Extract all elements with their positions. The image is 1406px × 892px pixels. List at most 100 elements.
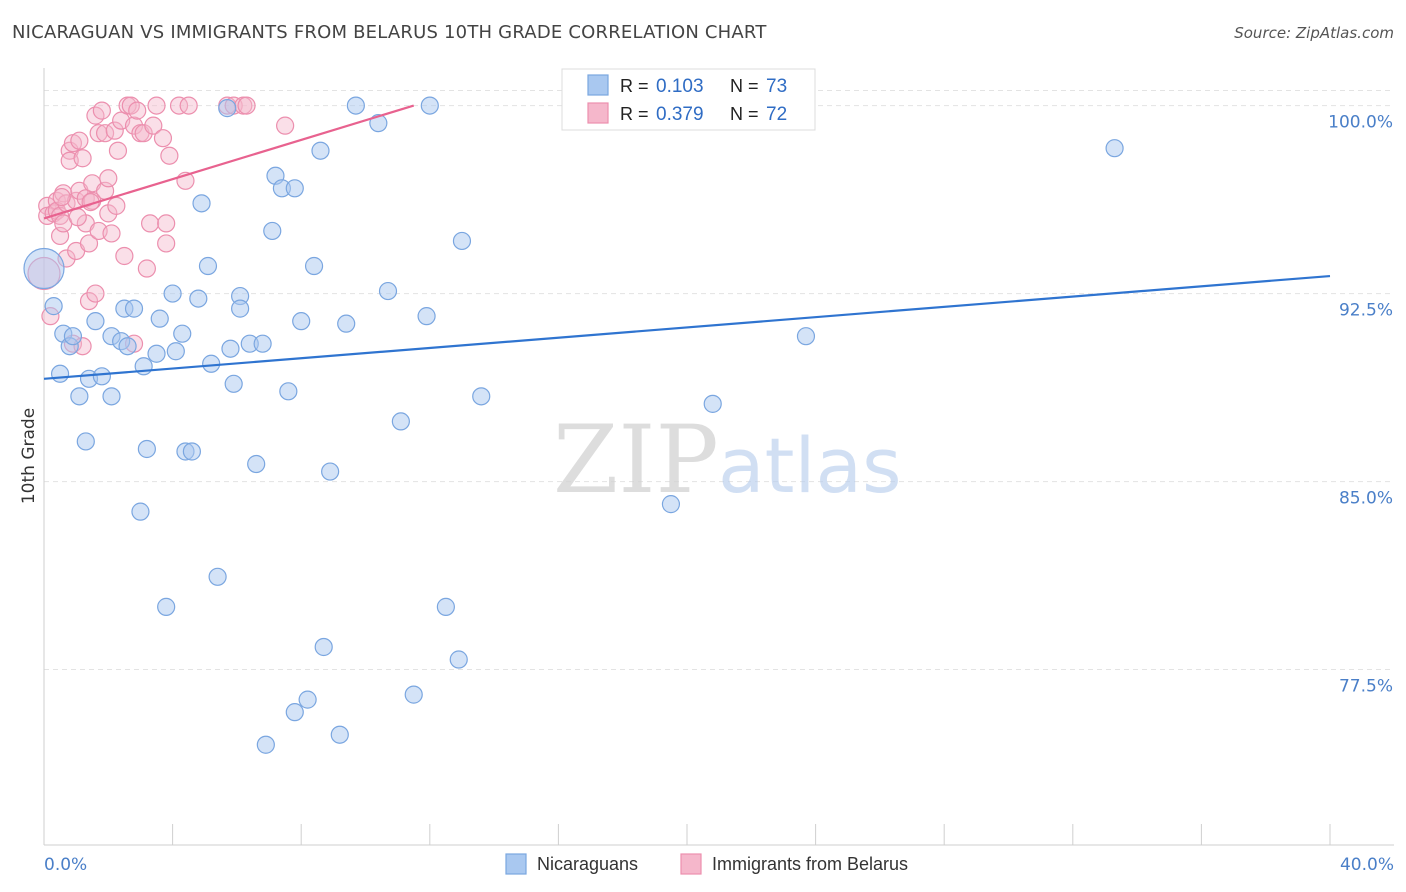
belarus-point [237,96,256,115]
nicaraguan-point [369,114,388,133]
belarus-point [115,246,134,266]
nicaraguan-point [1105,139,1124,158]
nicaraguan-point [391,412,410,431]
stats-r-value-1: 0.103 [656,76,704,97]
belarus-point [128,101,147,120]
stats-r-label-1: R = [620,76,649,96]
belarus-point [108,141,128,160]
nicaraguan-points [23,96,1124,754]
belarus-point [169,96,189,115]
nicaraguan-point [23,247,65,290]
nicaraguan-point [231,299,250,318]
belarus-point [107,196,126,215]
belarus-point [79,292,99,311]
nicaraguan-point [378,281,398,301]
x-tick-label-max: 40.0% [1340,855,1394,875]
belarus-point [276,116,295,135]
nicaraguan-point [147,344,166,363]
nicaraguan-point [253,334,272,353]
nicaraguan-point [263,221,282,241]
belarus-point [86,284,105,303]
nicaraguan-point [256,735,275,754]
nicaraguan-point [452,231,472,251]
nicaraguan-point [166,342,185,361]
nicaraguan-point [124,299,144,318]
belarus-point [70,131,89,150]
nicaraguan-point [202,354,221,373]
belarus-point [73,149,92,168]
watermark-atlas: atlas [718,421,902,510]
nicaraguan-point [314,637,333,657]
belarus-point [147,96,166,115]
belarus-point [102,224,121,243]
y-tick-label: 92.5% [1339,301,1393,321]
nicaraguan-point [304,256,324,276]
belarus-point [38,196,57,215]
series-legend: Nicaraguans Immigrants from Belarus [505,853,908,875]
y-tick-labels: 77.5% 85.0% 92.5% 100.0% [1328,113,1393,697]
nicaraguan-trend-line [43,274,1331,380]
belarus-point [153,129,173,148]
nicaraguan-point [661,495,681,514]
nicaraguan-point [321,462,340,481]
stats-legend-blue-swatch [587,74,609,96]
nicaraguan-point [76,432,95,451]
series-legend-label-2: Immigrants from Belarus [712,854,908,874]
nicaraguan-point [703,394,722,413]
stats-n-label-2: N = [730,104,759,124]
belarus-point [137,259,156,278]
belarus-point [99,169,118,188]
nicaraguan-point [417,307,436,326]
belarus-points [27,96,626,356]
nicaraguan-point [404,685,423,704]
x-ticks [43,824,1331,845]
stats-legend: R = 0.103 N = 73 R = 0.379 N = 72 [561,68,816,131]
nicaraguan-point [224,374,243,393]
y-tick-label: 100.0% [1328,113,1393,133]
belarus-point [79,234,99,253]
y-axis-label: 10th Grade [19,408,39,504]
belarus-point [124,116,144,135]
series-legend-blue-swatch [505,853,527,875]
trend-lines [43,104,1331,380]
nicaraguan-point [63,327,83,346]
nicaraguan-point [182,442,201,461]
belarus-point [157,214,176,233]
nicaraguan-point [50,364,70,383]
belarus-point [52,187,71,207]
nicaraguan-point [118,337,137,356]
nicaraguan-point [92,367,111,386]
nicaraguan-point [131,502,150,521]
belarus-point [105,121,124,140]
nicaraguan-point [137,439,156,459]
stats-legend-pink-swatch [587,102,609,124]
nicaraguan-point [70,387,89,406]
stats-n-value-1: 73 [766,76,787,97]
belarus-point [144,116,163,135]
belarus-point [160,146,179,165]
nicaraguan-point [472,387,491,406]
y-tick-label: 77.5% [1339,677,1393,697]
nicaraguan-point [208,567,227,586]
chart-source: Source: ZipAtlas.com [1234,24,1394,42]
belarus-point [140,214,160,233]
belarus-point [179,96,198,115]
nicaraguan-point [298,690,317,709]
nicaraguan-point [330,725,349,744]
nicaraguan-point [285,703,304,722]
x-tick-label-min: 0.0% [44,855,87,875]
nicaraguan-point [436,597,455,616]
nicaraguan-point [449,650,468,669]
nicaraguan-point [346,96,365,115]
nicaraguan-point [311,141,330,160]
nicaraguan-point [192,194,211,213]
nicaraguan-point [218,99,237,118]
belarus-point [134,124,153,143]
series-legend-pink-swatch [680,853,702,875]
nicaraguan-point [163,284,182,303]
nicaraguan-point [102,387,121,406]
nicaraguan-point [420,96,439,115]
nicaraguan-point [157,597,176,616]
grid-lines [44,90,1394,671]
